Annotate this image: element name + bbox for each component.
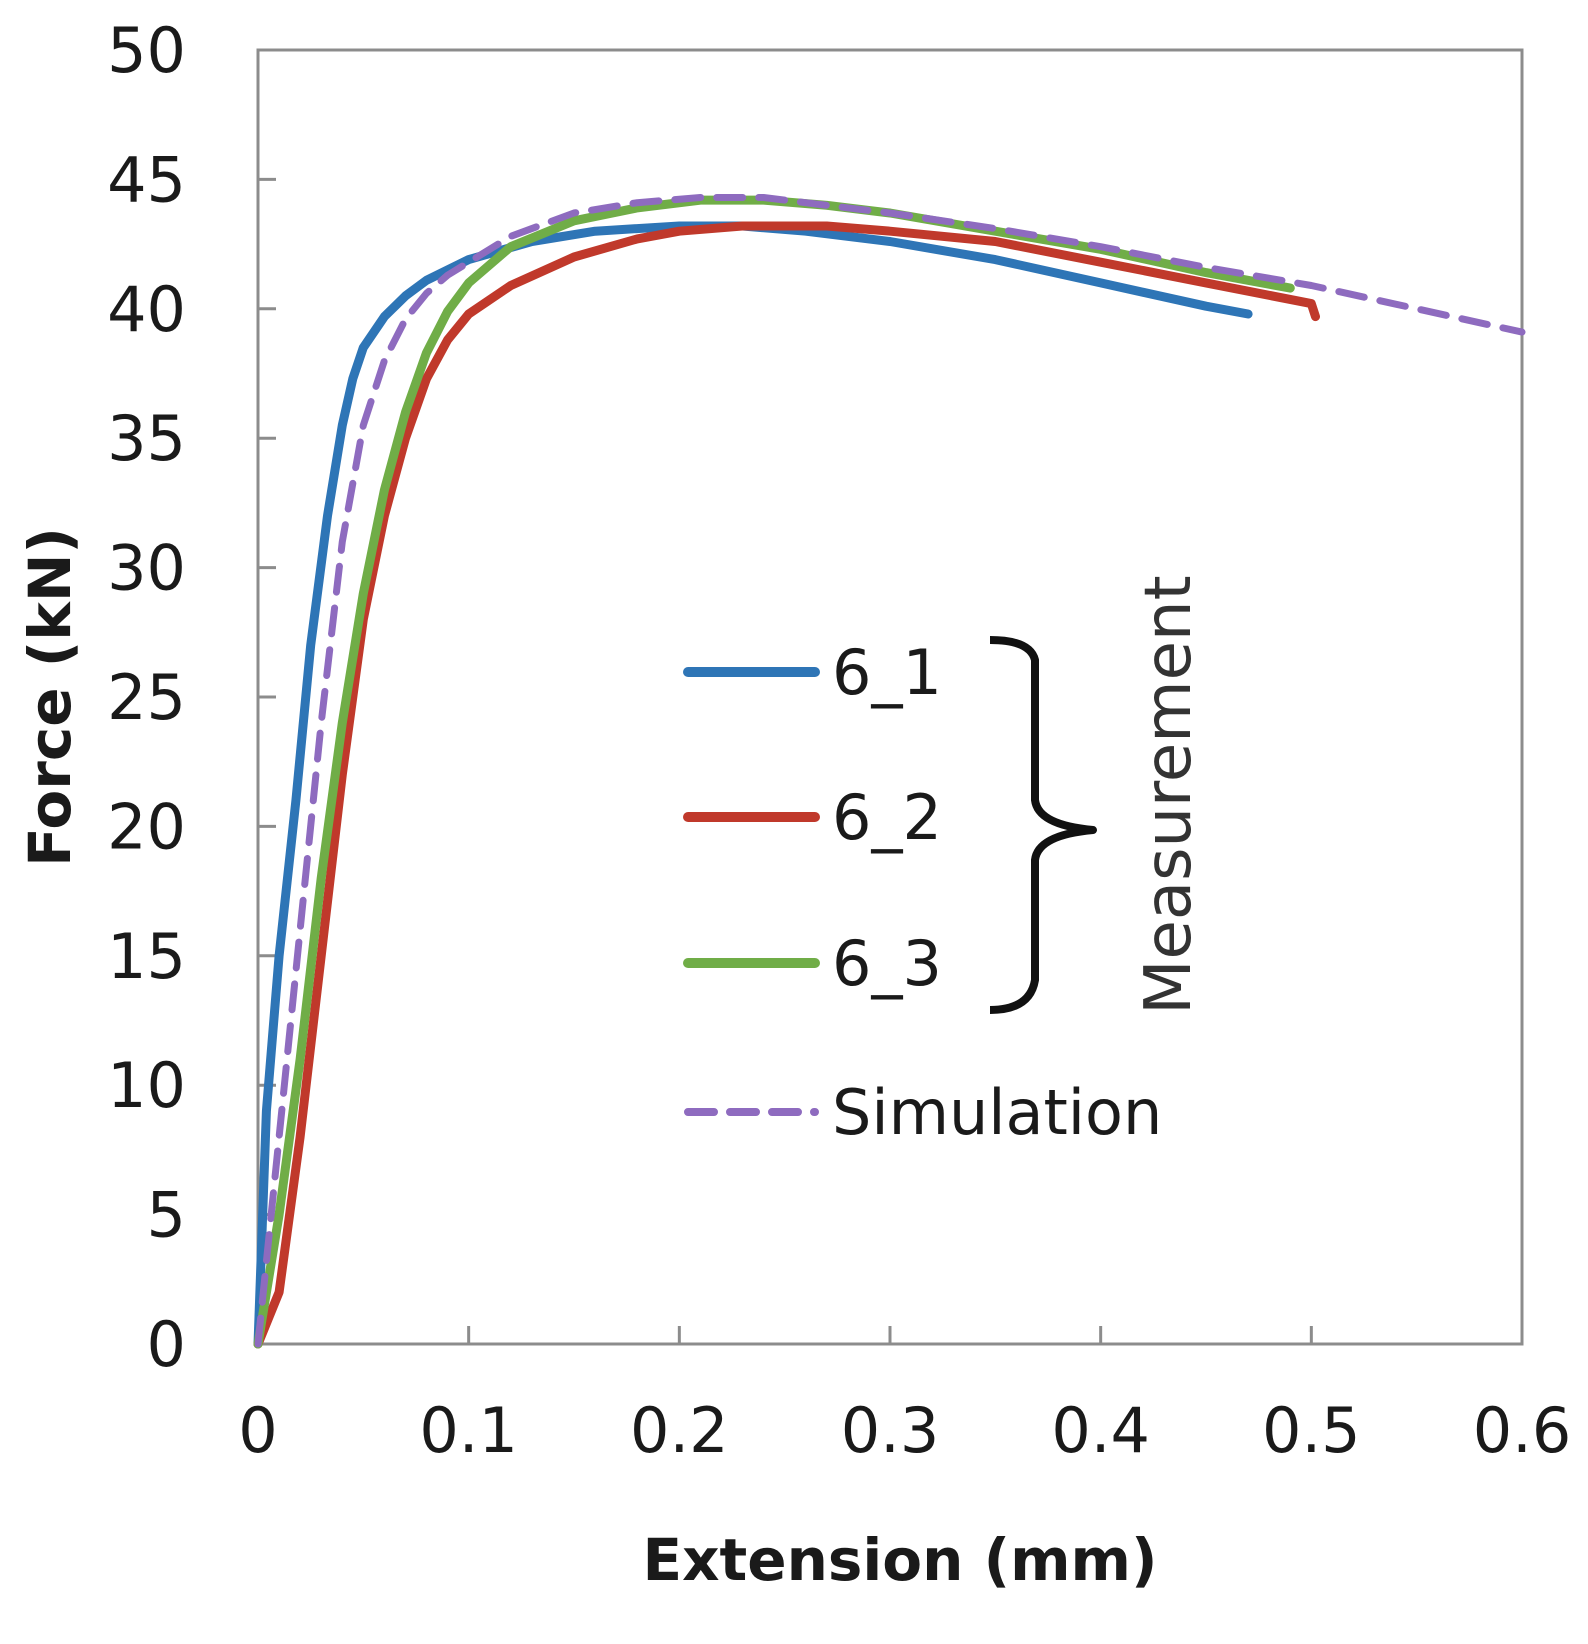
x-tick-label: 0 [238,1394,277,1467]
legend-label: 6_2 [832,781,942,854]
y-tick-label: 20 [107,790,186,863]
y-tick-label: 45 [107,143,186,216]
y-tick-label: 0 [147,1308,186,1381]
series-line-simulation [254,194,1526,1348]
y-tick-label: 40 [107,273,186,346]
y-axis-title: Force (kN) [16,527,84,867]
x-tick-label: 0.3 [841,1394,940,1467]
y-tick-label: 30 [107,532,186,605]
measurement-group-label: Measurement [1132,575,1206,1014]
series-line-6-1 [253,221,1253,1349]
y-tick-label: 50 [107,14,186,87]
y-tick-label: 10 [107,1049,186,1122]
series-layer [253,194,1526,1349]
legend: 6_1 6_2 6_3 Simulation [683,636,1162,1149]
y-tick-label: 15 [107,920,186,993]
tick-layer: 0 0.1 0.2 0.3 0.4 0.5 0.6 0 5 10 15 20 25 30 35 40 45 50 [107,14,1571,1467]
x-tick-label: 0.2 [630,1394,729,1467]
x-tick-label: 0.4 [1051,1394,1150,1467]
legend-label: 6_3 [832,927,942,1000]
x-axis-title: Extension (mm) [642,1526,1157,1594]
x-tick-label: 0.5 [1262,1394,1361,1467]
y-tick-label: 35 [107,402,186,475]
x-tick-label: 0.1 [419,1394,518,1467]
legend-label: Simulation [832,1076,1162,1149]
measurement-brace [989,636,1097,1014]
series-line-6-2 [253,221,1320,1349]
x-tick-label: 0.6 [1473,1394,1572,1467]
legend-label: 6_1 [832,636,942,709]
y-tick-label: 5 [147,1179,186,1252]
y-tick-label: 25 [107,661,186,734]
